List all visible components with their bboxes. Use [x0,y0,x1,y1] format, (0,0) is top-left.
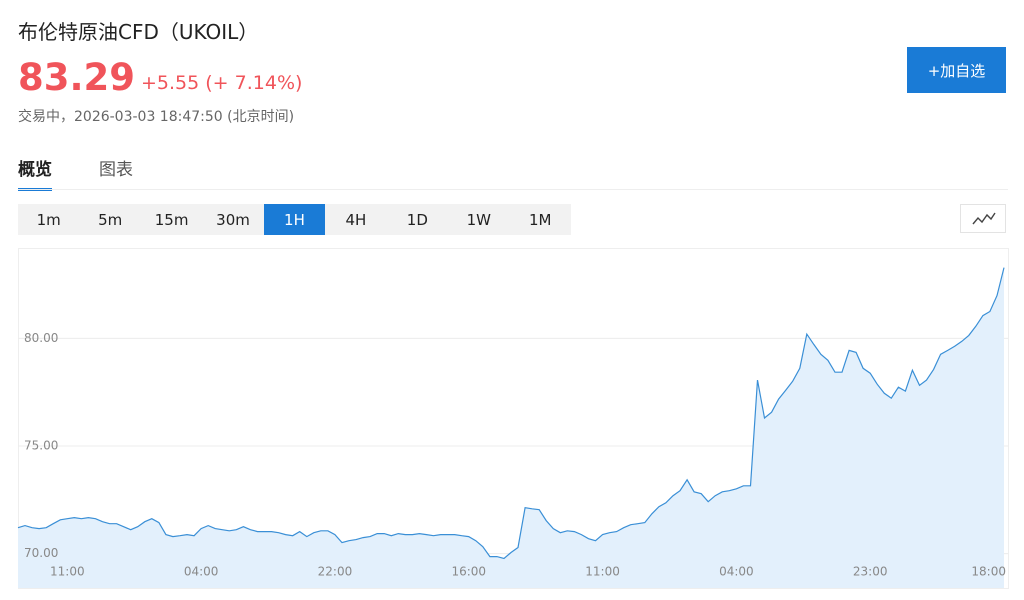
chart-style-button[interactable] [960,204,1006,233]
interval-button[interactable]: 1W [466,210,491,229]
interval-button[interactable]: 1D [406,210,428,229]
price: 83.29 [18,56,136,99]
area-fill [18,267,1004,588]
title: 布伦特原油CFD（UKOIL） [18,20,259,44]
y-tick-label: 75.00 [24,438,58,452]
x-tick-label: 11:00 [50,565,85,579]
price-line [17,267,1005,560]
x-tick-label: 22:00 [318,565,353,579]
interval-button[interactable]: 15m [154,210,189,229]
status: 交易中，2026-03-03 18:47:50 (北京时间) [18,109,295,125]
price-change: +5.55 (+ 7.14%) [141,72,303,94]
y-tick-label: 70.00 [24,546,58,560]
icon [972,212,996,225]
x-tick-label: 18:00 [971,565,1006,579]
interval-button[interactable]: 5m [98,210,123,229]
x-tick-label: 16:00 [451,565,486,579]
x-tick-label: 04:00 [184,565,219,579]
interval-button[interactable]: 30m [216,210,250,229]
interval-button[interactable]: 1m [36,210,61,229]
watch-button[interactable]: +加自选 [907,47,1006,93]
x-tick-label: 23:00 [853,565,888,579]
x-tick-label: 11:00 [585,565,620,579]
interval-bar: 1m 5m 15m 30m 1H 4H 1D 1W 1M [18,204,571,235]
y-tick-label: 80.00 [24,331,58,345]
interval-button[interactable]: 1M [528,210,552,229]
interval-button[interactable]: 4H [345,210,367,229]
x-tick-label: 04:00 [719,565,754,579]
tab[interactable]: 图表 [99,160,133,180]
interval-button[interactable]: 1H [263,204,326,235]
divider [18,189,1008,190]
